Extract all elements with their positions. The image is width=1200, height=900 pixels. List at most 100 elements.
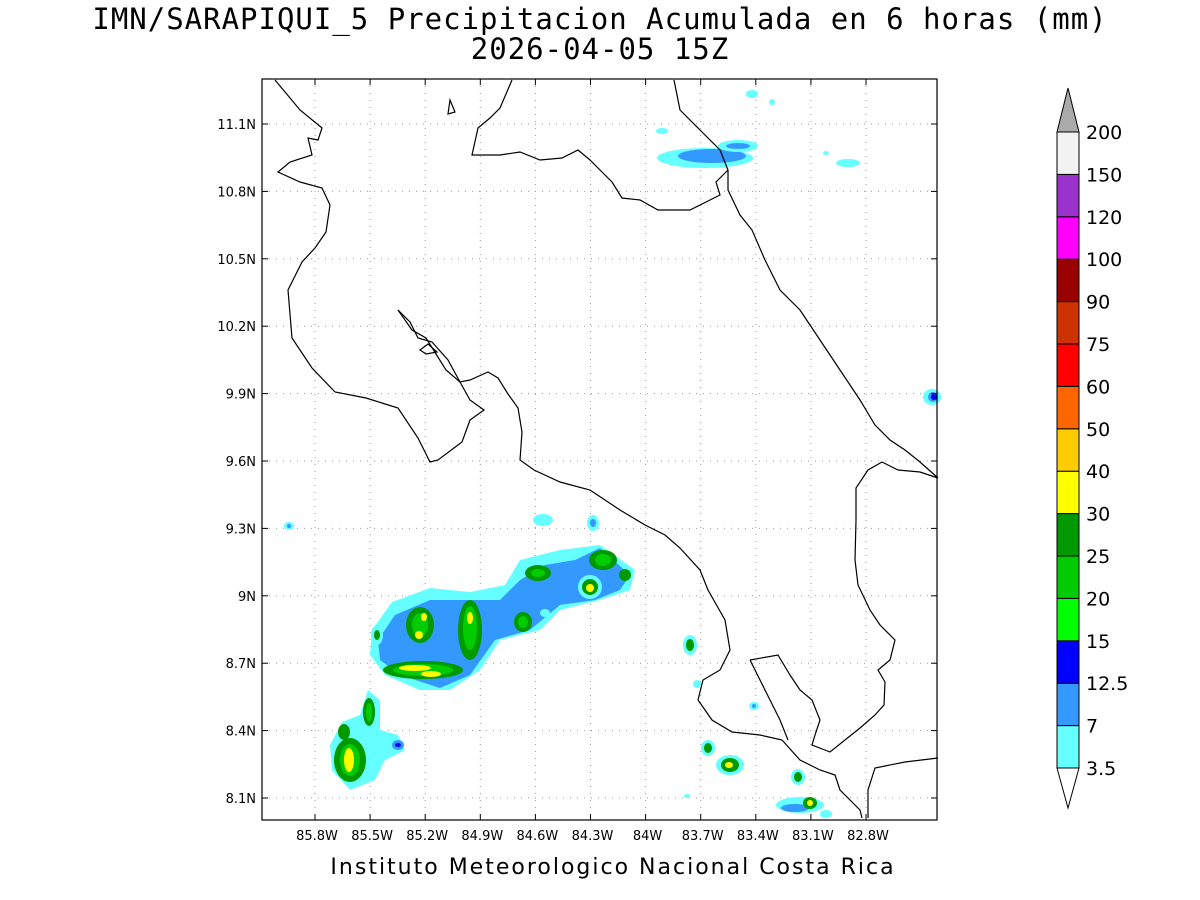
precip-contour: [531, 569, 545, 577]
precip-contour: [686, 639, 694, 651]
precip-contour: [421, 613, 427, 621]
precip-contour: [399, 665, 431, 671]
lat-label: 9.6N: [226, 455, 256, 470]
precip-contour: [540, 609, 550, 617]
colorbar-label: 3.5: [1086, 758, 1116, 780]
colorbar-segment: [1056, 428, 1080, 472]
longitude-labels: 85.8W 85.5W 85.2W 84.9W 84.6W 84.3W 84W 83.7W 83…: [296, 829, 889, 844]
precip-contour: [704, 743, 712, 753]
map-title-line-2: 2026-04-05 15Z: [470, 32, 730, 66]
colorbar-segment: [1056, 343, 1080, 387]
colorbar-label: 30: [1086, 504, 1110, 526]
lat-label: 11.1N: [217, 118, 256, 133]
lat-label: 9.9N: [226, 388, 256, 403]
precip-contour: [533, 514, 553, 526]
precip-contour: [344, 748, 354, 772]
precip-contour: [374, 630, 380, 640]
latitude-labels: 11.1N 10.8N 10.5N 10.2N 9.9N 9.6N 9.3N 9N 8.7N 8.…: [217, 118, 256, 807]
colorbar-lower-arrow: [1056, 767, 1080, 810]
precip-contour: [836, 159, 860, 167]
lon-label: 84.6W: [516, 829, 558, 844]
lat-label: 8.7N: [226, 657, 256, 672]
colorbar-segment: [1056, 513, 1080, 557]
colorbar-label: 75: [1086, 334, 1110, 356]
colorbar-segment: [1056, 216, 1080, 260]
precipitation-field: [284, 90, 941, 818]
lat-label: 9N: [238, 590, 256, 605]
colorbar-label: 60: [1086, 376, 1110, 398]
precip-contour: [823, 151, 829, 155]
lon-label: 84W: [633, 829, 663, 844]
colorbar-segment: [1056, 640, 1080, 684]
lon-label: 85.5W: [351, 829, 393, 844]
lat-label: 8.4N: [226, 725, 256, 740]
lat-label: 10.8N: [217, 185, 256, 200]
colorbar-label: 100: [1086, 249, 1122, 271]
colorbar-segment: [1056, 682, 1080, 727]
precip-contour: [415, 631, 423, 639]
precip-contour: [684, 794, 690, 798]
lat-label: 9.3N: [226, 522, 256, 537]
colorbar-segment: [1056, 301, 1080, 345]
colorbar-label: 90: [1086, 292, 1110, 314]
precip-contour: [467, 612, 473, 624]
lon-label: 82.8W: [847, 829, 889, 844]
lon-label: 84.9W: [461, 829, 503, 844]
colorbar-segment: [1056, 555, 1080, 599]
precip-contour: [338, 724, 350, 740]
precip-contour: [807, 800, 813, 806]
precip-contour: [820, 810, 832, 818]
precip-contour: [287, 524, 291, 528]
colorbar-label: 40: [1086, 461, 1110, 483]
colorbar-label: 7: [1086, 716, 1098, 738]
lon-label: 84.3W: [572, 829, 614, 844]
precip-contour: [590, 519, 596, 527]
colorbar-label: 200: [1086, 122, 1122, 144]
colorbar-legend: 3.5 7 12.5 15 20 25 30 40 50 60 75 90 100 120 150 200: [1056, 87, 1128, 810]
lon-label: 83.1W: [792, 829, 834, 844]
precip-contour: [725, 762, 733, 768]
coastlines: [274, 79, 939, 819]
lon-label: 85.2W: [406, 829, 448, 844]
precip-contour: [395, 743, 401, 747]
precip-contour: [619, 569, 631, 581]
colorbar-label: 120: [1086, 207, 1122, 229]
colorbar-label: 25: [1086, 546, 1110, 568]
colorbar-label: 50: [1086, 419, 1110, 441]
precip-contour: [518, 616, 528, 628]
precip-contour: [595, 554, 611, 566]
precip-contour: [656, 128, 668, 134]
precip-contour: [752, 704, 756, 708]
lat-label: 10.2N: [217, 320, 256, 335]
precip-contour: [726, 143, 750, 149]
colorbar-segment: [1056, 597, 1080, 642]
precip-contour: [794, 772, 802, 782]
lon-label: 83.4W: [737, 829, 779, 844]
lat-label: 8.1N: [226, 792, 256, 807]
precip-contour: [693, 680, 701, 688]
map-footer-credit: Instituto Meteorologico Nacional Costa R…: [330, 855, 896, 880]
precip-contour: [378, 548, 630, 688]
colorbar-segment: [1056, 385, 1080, 430]
map-frame: [261, 78, 938, 821]
colorbar-segment: [1056, 131, 1080, 175]
precip-contour: [586, 584, 594, 592]
colorbar-segment: [1056, 725, 1080, 769]
colorbar-label: 150: [1086, 164, 1122, 186]
precip-contour: [931, 394, 937, 400]
lat-label: 10.5N: [217, 253, 256, 268]
precip-contour: [769, 99, 775, 105]
colorbar-segment: [1056, 258, 1080, 303]
colorbar-upper-arrow: [1056, 87, 1080, 133]
precip-contour: [463, 606, 477, 650]
axis-ticks: [262, 79, 937, 820]
colorbar-segment: [1056, 173, 1080, 218]
precip-contour: [746, 90, 758, 98]
precip-contour: [678, 149, 746, 163]
colorbar-label: 15: [1086, 631, 1110, 653]
colorbar-label: 12.5: [1086, 673, 1128, 695]
map-title-line-1: IMN/SARAPIQUI_5 Precipitacion Acumulada …: [92, 2, 1108, 36]
precip-contour: [781, 804, 809, 812]
colorbar-label: 20: [1086, 588, 1110, 610]
